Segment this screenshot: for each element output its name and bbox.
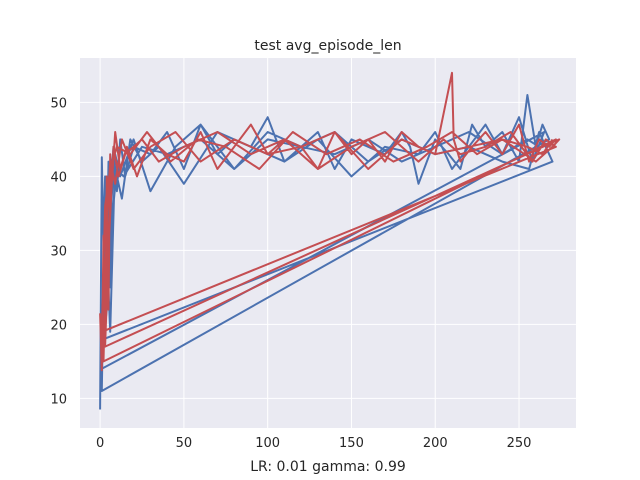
x-axis-label: LR: 0.01 gamma: 0.99: [250, 459, 406, 475]
x-tick-label: 100: [255, 436, 280, 451]
y-tick-label: 20: [50, 318, 67, 333]
y-tick-label: 40: [50, 170, 67, 185]
plot-area: [80, 58, 576, 428]
series-layer: [99, 71, 561, 410]
tick-labels: 0 50 100 150 200 250 10 20 30 40 50: [50, 96, 531, 451]
y-tick-label: 30: [50, 244, 67, 259]
x-tick-label: 250: [507, 436, 532, 451]
x-tick-label: 200: [423, 436, 448, 451]
x-tick-label: 150: [339, 436, 364, 451]
y-tick-label: 50: [50, 96, 67, 111]
chart-title: test avg_episode_len: [254, 38, 401, 54]
x-tick-label: 50: [176, 436, 193, 451]
x-tick-label: 0: [96, 436, 104, 451]
series-line-red: [99, 71, 561, 372]
y-tick-label: 10: [50, 392, 67, 407]
